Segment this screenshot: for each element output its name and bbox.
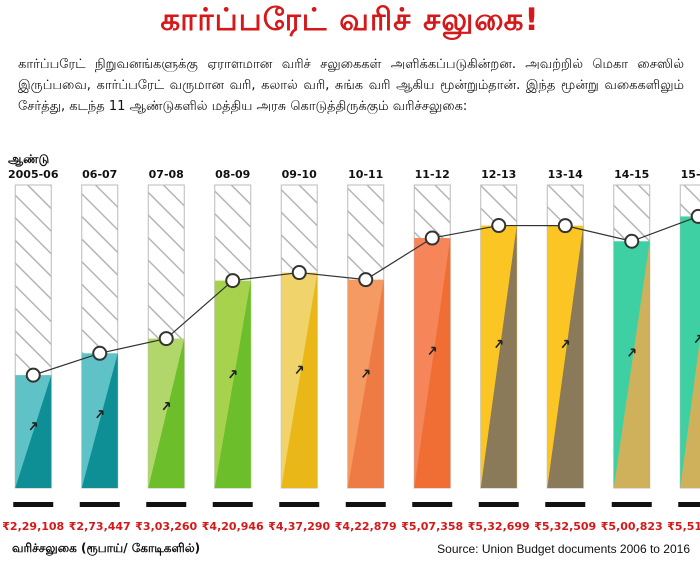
value-label: ₹5,51,200 bbox=[667, 520, 700, 533]
arrow-mark bbox=[162, 402, 171, 411]
arrow-mark bbox=[495, 339, 503, 349]
data-point bbox=[624, 233, 640, 249]
arrow-mark bbox=[694, 334, 700, 344]
data-point bbox=[158, 331, 174, 347]
arrow-mark bbox=[96, 410, 104, 419]
data-point bbox=[690, 208, 700, 224]
baseline-marker bbox=[79, 502, 120, 507]
value-label: ₹3,03,260 bbox=[135, 520, 197, 533]
value-label: ₹2,29,108 bbox=[2, 520, 64, 533]
category-label: 09-10 bbox=[282, 168, 318, 181]
category-label: 12-13 bbox=[481, 168, 516, 181]
year-axis-header: ஆண்டு bbox=[8, 152, 49, 167]
category-label: 15-16 bbox=[681, 168, 700, 181]
arrow-mark bbox=[628, 348, 636, 357]
baseline-marker bbox=[478, 502, 519, 507]
data-point bbox=[25, 367, 41, 383]
baseline-marker bbox=[545, 502, 586, 507]
data-point bbox=[291, 265, 307, 281]
baseline-marker bbox=[611, 502, 652, 507]
data-point bbox=[424, 230, 440, 246]
bar-shade bbox=[480, 225, 517, 489]
data-point bbox=[358, 272, 374, 288]
bar-shade bbox=[281, 272, 318, 488]
category-label: 06-07 bbox=[82, 168, 117, 181]
bar-shade bbox=[414, 238, 451, 488]
bar-shade bbox=[347, 279, 384, 488]
data-point bbox=[491, 218, 507, 234]
source-note: Source: Union Budget documents 2006 to 2… bbox=[437, 542, 690, 556]
category-label: 14-15 bbox=[614, 168, 649, 181]
category-label: 11-12 bbox=[415, 168, 450, 181]
baseline-marker bbox=[146, 502, 187, 507]
value-label: ₹5,00,823 bbox=[601, 520, 663, 533]
baseline-marker bbox=[412, 502, 453, 507]
baseline-marker bbox=[13, 502, 54, 507]
value-label: ₹4,22,879 bbox=[335, 520, 397, 533]
bar-shade bbox=[15, 375, 52, 488]
category-label: 08-09 bbox=[215, 168, 250, 181]
bar-shade bbox=[148, 338, 185, 488]
value-label: ₹5,32,699 bbox=[468, 520, 530, 533]
arrow-mark bbox=[362, 369, 370, 378]
category-label: 10-11 bbox=[348, 168, 383, 181]
category-label: 07-08 bbox=[149, 168, 184, 181]
arrow-mark bbox=[428, 346, 437, 356]
data-point bbox=[557, 218, 573, 234]
value-label: ₹5,32,509 bbox=[534, 520, 596, 533]
value-label: ₹4,20,946 bbox=[202, 520, 264, 533]
data-point bbox=[92, 345, 108, 361]
baseline-marker bbox=[212, 502, 253, 507]
unit-label: வரிச்சலுகை (ரூபாய்/ கோடிகளில்) bbox=[12, 541, 201, 555]
arrow-mark bbox=[561, 339, 570, 349]
value-label: ₹4,37,290 bbox=[268, 520, 330, 533]
value-label: ₹5,07,358 bbox=[401, 520, 463, 533]
bar-shade bbox=[81, 353, 118, 488]
data-point bbox=[225, 273, 241, 289]
arrow-mark bbox=[29, 422, 38, 431]
intro-paragraph: கார்ப்பரேட் நிறுவனங்களுக்கு ஏராளமான வரிச… bbox=[18, 57, 684, 114]
baseline-marker bbox=[678, 502, 700, 507]
baseline-marker bbox=[345, 502, 386, 507]
arrow-mark bbox=[295, 365, 304, 375]
chart-title: கார்ப்பரேட் வரிச் சலுகை! bbox=[160, 2, 540, 38]
bar-shade bbox=[613, 241, 650, 488]
category-label: 2005-06 bbox=[8, 168, 59, 181]
value-label: ₹2,73,447 bbox=[69, 520, 131, 533]
baseline-marker bbox=[279, 502, 320, 507]
category-label: 13-14 bbox=[548, 168, 584, 181]
bar-shade bbox=[547, 225, 584, 488]
bar-shade bbox=[214, 280, 251, 488]
bar-shade bbox=[680, 339, 700, 488]
arrow-mark bbox=[229, 370, 237, 379]
